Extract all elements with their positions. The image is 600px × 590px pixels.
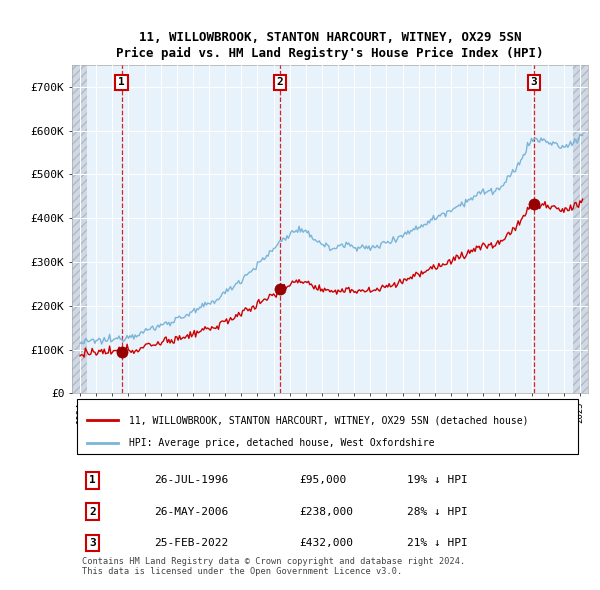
Text: 28% ↓ HPI: 28% ↓ HPI xyxy=(407,507,468,517)
Title: 11, WILLOWBROOK, STANTON HARCOURT, WITNEY, OX29 5SN
Price paid vs. HM Land Regis: 11, WILLOWBROOK, STANTON HARCOURT, WITNE… xyxy=(116,31,544,60)
Text: 11, WILLOWBROOK, STANTON HARCOURT, WITNEY, OX29 5SN (detached house): 11, WILLOWBROOK, STANTON HARCOURT, WITNE… xyxy=(129,415,528,425)
Text: 26-JUL-1996: 26-JUL-1996 xyxy=(155,476,229,485)
Text: £95,000: £95,000 xyxy=(299,476,346,485)
Text: 3: 3 xyxy=(530,77,538,87)
Text: HPI: Average price, detached house, West Oxfordshire: HPI: Average price, detached house, West… xyxy=(129,438,434,448)
Text: Contains HM Land Registry data © Crown copyright and database right 2024.
This d: Contains HM Land Registry data © Crown c… xyxy=(82,557,466,576)
Text: £238,000: £238,000 xyxy=(299,507,353,517)
Text: 19% ↓ HPI: 19% ↓ HPI xyxy=(407,476,468,485)
Text: 3: 3 xyxy=(89,538,96,548)
Text: 25-FEB-2022: 25-FEB-2022 xyxy=(155,538,229,548)
Text: 1: 1 xyxy=(89,476,96,485)
Text: £432,000: £432,000 xyxy=(299,538,353,548)
Text: 21% ↓ HPI: 21% ↓ HPI xyxy=(407,538,468,548)
Text: 2: 2 xyxy=(277,77,283,87)
Text: 2: 2 xyxy=(89,507,96,517)
Text: 26-MAY-2006: 26-MAY-2006 xyxy=(155,507,229,517)
Bar xyxy=(72,65,87,394)
Bar xyxy=(573,65,588,394)
Text: 1: 1 xyxy=(118,77,125,87)
FancyBboxPatch shape xyxy=(77,399,578,454)
